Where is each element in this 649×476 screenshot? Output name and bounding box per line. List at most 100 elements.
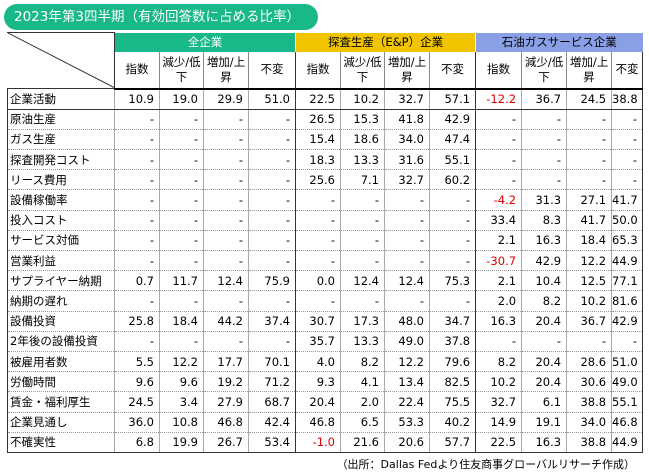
table-cell: 79.6 [429, 351, 477, 373]
table-cell: 12.2 [159, 351, 204, 373]
row-label: 企業見通し [7, 412, 115, 433]
row-label: 2年後の設備投資 [7, 331, 115, 352]
table-body: 企業活動 10.9 19.0 29.9 51.0 22.5 10.2 32.7 57.1 -12.… [7, 88, 644, 453]
subheader-decrease: 減少/低下 [521, 51, 568, 90]
table-cell: - [611, 129, 644, 151]
table-cell: 19.2 [203, 371, 249, 393]
row-label: 投入コスト [7, 210, 115, 231]
table-cell: - [429, 210, 477, 231]
table-cell: - [611, 109, 644, 130]
table-cell: 29.9 [203, 88, 249, 110]
table-cell: - [384, 250, 430, 272]
table-cell: - [203, 129, 249, 151]
row-label: サプライヤー納期 [7, 270, 115, 292]
table-cell: - [295, 250, 341, 272]
table-cell: - [159, 189, 204, 211]
table-cell: - [248, 210, 296, 231]
table-cell: 13.3 [340, 149, 385, 171]
row-label: 原油生産 [7, 109, 115, 130]
table-cell: 10.2 [566, 290, 613, 312]
table-cell: 16.3 [521, 230, 568, 252]
table-cell: 4.0 [295, 351, 341, 373]
row-label: 被雇用者数 [7, 351, 115, 373]
table-cell: 46.8 [611, 412, 644, 433]
table-cell: - [159, 149, 204, 171]
table-cell: - [203, 230, 249, 252]
table-cell: 32.7 [384, 169, 430, 191]
row-label: 営業利益 [7, 250, 115, 272]
table-row: 納期の遅れ - - - - - - - -2.0 8.2 10.2 81.6 [7, 290, 644, 312]
subheader-unchanged: 不変 [248, 51, 296, 90]
row-label: リース費用 [7, 169, 115, 191]
row-label: 不確実性 [7, 432, 115, 453]
table-cell: 8.2 [475, 351, 523, 373]
group-header-service: 石油ガスサービス企業 [475, 32, 643, 52]
table-cell: 8.3 [521, 210, 568, 231]
table-cell: - [429, 290, 477, 312]
table-cell: - [429, 230, 477, 252]
table-cell: 20.4 [521, 351, 568, 373]
table-cell: - [114, 189, 160, 211]
table-cell: - [114, 230, 160, 252]
row-label: 企業活動 [7, 88, 115, 110]
table-cell: 22.5 [475, 432, 523, 453]
table-cell: -30.7 [475, 250, 523, 272]
table-row: 企業活動 10.9 19.0 29.9 51.0 22.5 10.2 32.7 57.1 -12.… [7, 88, 644, 110]
subheader-increase: 増加/上昇 [203, 51, 249, 90]
table-row: 企業見通し 36.0 10.8 46.8 42.4 46.8 6.5 53.3 40.2 14.9… [7, 412, 644, 433]
table-cell: - [248, 290, 296, 312]
table-cell: 10.9 [114, 88, 160, 110]
table-cell: - [521, 149, 568, 171]
subheader-decrease: 減少/低下 [340, 51, 385, 90]
table-cell: - [203, 149, 249, 171]
table-cell: 2.1 [475, 270, 523, 292]
table-cell: 3.4 [159, 391, 204, 413]
table-cell: 55.1 [429, 149, 477, 171]
table-cell: 4.1 [340, 371, 385, 393]
table-cell: 7.1 [340, 169, 385, 191]
table-cell: 26.7 [203, 432, 249, 453]
table-row: 不確実性 6.8 19.9 26.7 53.4 -1.0 21.6 20.6 57.7 22.5 1… [7, 432, 644, 453]
table-cell: 18.6 [340, 129, 385, 151]
table-cell: 19.9 [159, 432, 204, 453]
table-cell: 32.7 [475, 391, 523, 413]
table-cell: 33.4 [475, 210, 523, 231]
table-cell: - [203, 210, 249, 231]
table-cell: 68.7 [248, 391, 296, 413]
table-cell: - [159, 250, 204, 272]
table-row: 賃金・福利厚生 24.5 3.4 27.9 68.7 20.4 2.0 22.4 75.5 32.… [7, 391, 644, 413]
table-cell: 27.1 [566, 189, 613, 211]
table-cell: 71.2 [248, 371, 296, 393]
table-cell: - [475, 129, 523, 151]
table-cell: 12.4 [203, 270, 249, 292]
table-cell: 12.4 [384, 270, 430, 292]
table-row: 設備投資 25.8 18.4 44.2 37.4 30.7 17.3 48.0 34.7 16.3… [7, 311, 644, 332]
diagonal-line [8, 33, 114, 88]
table-cell: - [475, 331, 523, 352]
table-cell: - [248, 250, 296, 272]
table-cell: - [114, 129, 160, 151]
table-cell: - [340, 210, 385, 231]
table-cell: 20.4 [295, 391, 341, 413]
table-cell: 41.7 [566, 210, 613, 231]
table-cell: 22.5 [295, 88, 341, 110]
table-cell: 37.8 [429, 331, 477, 352]
table-cell: - [203, 169, 249, 191]
table-cell: - [340, 230, 385, 252]
table-cell: - [203, 331, 249, 352]
table-cell: 9.3 [295, 371, 341, 393]
table-cell: - [429, 189, 477, 211]
group-header-all: 全企業 [114, 32, 296, 52]
table-cell: 2.0 [475, 290, 523, 312]
table-row: 2年後の設備投資 - - - -35.7 13.3 49.0 37.8- - - - [7, 331, 644, 352]
table-corner [7, 32, 115, 89]
table-cell: -4.2 [475, 189, 523, 211]
table-cell: 31.3 [521, 189, 568, 211]
table-cell: 46.8 [203, 412, 249, 433]
row-label: 設備投資 [7, 311, 115, 332]
table-cell: 31.6 [384, 149, 430, 171]
table-cell: 38.8 [566, 432, 613, 453]
table-cell: - [475, 109, 523, 130]
table-cell: 9.6 [114, 371, 160, 393]
subheader-increase: 増加/上昇 [384, 51, 430, 90]
